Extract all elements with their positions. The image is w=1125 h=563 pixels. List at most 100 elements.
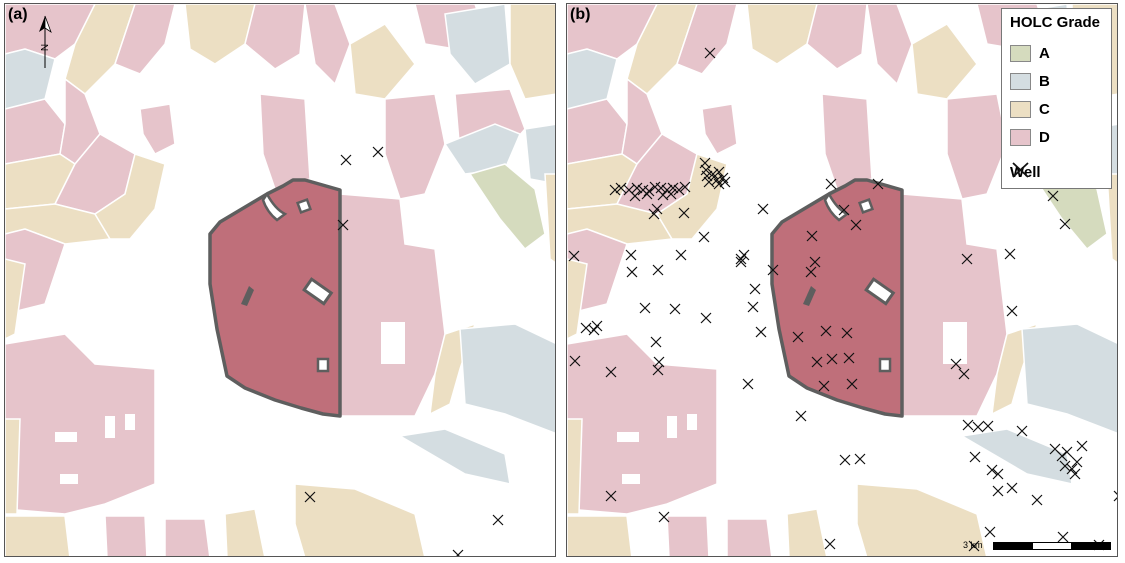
legend-title: HOLC Grade	[1010, 14, 1101, 31]
legend: HOLC Grade A B C D Well	[1001, 8, 1112, 189]
well-marker	[818, 380, 830, 392]
holc-polygon-b	[959, 428, 1073, 485]
holc-polygon-c	[746, 4, 818, 65]
highlight-district	[770, 178, 904, 418]
legend-item-well: Well	[1010, 161, 1041, 183]
well-marker	[1006, 305, 1018, 317]
north-arrow-label: N	[38, 43, 50, 52]
well-marker	[1006, 482, 1018, 494]
holc-polygon-c	[544, 173, 555, 264]
well-marker	[850, 219, 862, 231]
well-marker	[569, 355, 581, 367]
holc-polygon-c	[786, 508, 828, 556]
holc-polygon-d	[5, 333, 156, 515]
holc-polygon-c	[93, 153, 166, 240]
well-marker	[962, 419, 974, 431]
well-marker	[719, 176, 731, 188]
holc-polygon-d	[164, 518, 211, 556]
wells-b	[568, 47, 1117, 552]
well-marker	[843, 352, 855, 364]
holc-polygon-d	[259, 93, 311, 190]
well-marker	[452, 549, 464, 556]
holc-polygon-d	[384, 93, 446, 200]
well-marker	[1016, 425, 1028, 437]
well-marker	[698, 231, 710, 243]
well-marker	[742, 378, 754, 390]
well-marker	[838, 204, 850, 216]
holc-polygon-c	[567, 418, 583, 515]
highlight-hole	[823, 191, 850, 222]
well-marker	[1061, 446, 1073, 458]
well-marker	[372, 146, 384, 158]
well-marker	[707, 168, 719, 180]
well-marker	[820, 325, 832, 337]
well-marker	[961, 253, 973, 265]
highlight-district	[208, 178, 342, 418]
well-marker	[658, 511, 670, 523]
holc-polygon-d	[339, 193, 446, 417]
well-marker	[492, 514, 504, 526]
well-marker	[639, 302, 651, 314]
well-marker	[1047, 190, 1059, 202]
legend-item-d: D	[1010, 126, 1050, 148]
holc-hole	[617, 432, 639, 442]
holc-polygon-c	[5, 258, 26, 340]
highlight-hole	[316, 357, 330, 373]
holc-polygon-d	[676, 4, 738, 75]
holc-polygon-d	[244, 4, 306, 70]
well-marker	[665, 188, 677, 200]
well-marker	[626, 266, 638, 278]
holc-polygon-b	[567, 48, 618, 110]
highlight-hole	[857, 197, 875, 215]
well-marker	[679, 181, 691, 193]
well-marker	[625, 249, 637, 261]
well-marker	[631, 182, 643, 194]
legend-item-a: A	[1010, 42, 1050, 64]
well-marker	[675, 249, 687, 261]
well-marker	[591, 320, 603, 332]
well-marker	[735, 256, 747, 268]
legend-swatch-a	[1010, 44, 1031, 62]
well-marker	[968, 540, 980, 552]
holc-hole	[622, 474, 640, 484]
well-marker	[986, 464, 998, 476]
well-marker	[984, 526, 996, 538]
well-marker	[992, 468, 1004, 480]
well-marker	[982, 420, 994, 432]
holc-polygon-d	[304, 4, 351, 86]
well-marker	[872, 178, 884, 190]
holc-polygon-d	[946, 93, 1008, 200]
north-arrow: N	[35, 14, 55, 70]
holc-polygon-c	[1106, 173, 1117, 264]
well-marker	[805, 266, 817, 278]
well-marker	[806, 230, 818, 242]
legend-item-c: C	[1010, 98, 1050, 120]
holc-polygon-d	[726, 518, 773, 556]
well-marker	[839, 454, 851, 466]
well-marker	[747, 301, 759, 313]
holc-polygons	[5, 4, 555, 556]
well-marker	[650, 336, 662, 348]
holc-polygon-d	[666, 515, 710, 556]
well-marker	[735, 253, 747, 265]
legend-swatch-d	[1010, 128, 1031, 146]
well-marker	[703, 176, 715, 188]
scale-bar-segment	[1032, 542, 1072, 550]
well-marker	[1071, 456, 1083, 468]
holc-polygon-c	[184, 4, 256, 65]
holc-polygon-b	[443, 123, 521, 175]
highlight-feature	[803, 286, 816, 306]
highlight-hole	[878, 357, 892, 373]
highlight-feature	[241, 286, 254, 306]
well-marker	[1031, 494, 1043, 506]
holc-polygon-c	[5, 418, 21, 515]
well-marker	[749, 283, 761, 295]
map-canvas-a	[5, 4, 555, 556]
well-marker	[1056, 450, 1068, 462]
holc-polygon-b	[444, 4, 511, 85]
well-marker	[795, 410, 807, 422]
well-marker	[643, 185, 655, 197]
highlight-hole	[302, 277, 334, 306]
panel-label-b: (b)	[570, 6, 591, 23]
well-marker	[605, 366, 617, 378]
